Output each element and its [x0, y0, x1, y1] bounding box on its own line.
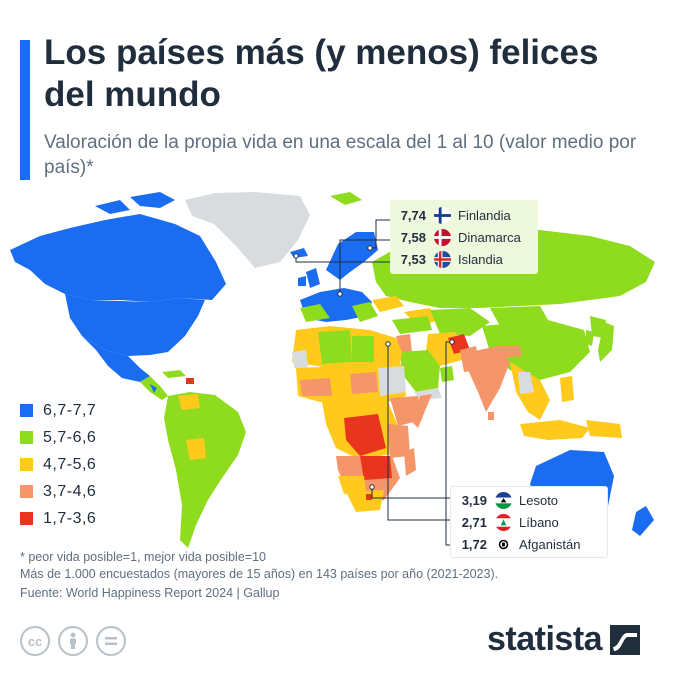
japan — [598, 322, 614, 362]
south-africa — [346, 490, 384, 512]
statista-mark-icon — [610, 624, 641, 655]
footnote-sample: Más de 1.000 encuestados (mayores de 15 … — [20, 567, 499, 581]
congo-drc — [344, 414, 386, 456]
legend-label: 5,7-6,6 — [43, 428, 97, 446]
legend-swatch — [20, 512, 33, 525]
footnote-scale: * peor vida posible=1, mejor vida posibl… — [20, 550, 266, 564]
callout-row: 7,58 Dinamarca — [390, 226, 538, 248]
legend-swatch — [20, 458, 33, 471]
callout-row: 3,19 Lesoto — [451, 489, 607, 511]
peru — [166, 418, 186, 450]
denmark-flag-icon — [434, 228, 451, 246]
sudan — [378, 366, 406, 396]
legend-label: 4,7-5,6 — [43, 455, 97, 473]
lebanon-flag-icon — [495, 513, 512, 531]
algeria — [318, 330, 352, 364]
south-america — [164, 392, 246, 548]
source-line: Fuente: World Happiness Report 2024 | Ga… — [20, 586, 280, 600]
saudi-arabia — [400, 350, 440, 392]
country-name: Finlandia — [458, 207, 511, 223]
country-name: Dinamarca — [458, 229, 521, 245]
arctic-islands — [130, 192, 175, 208]
title-accent-bar — [20, 40, 30, 180]
legend-label: 3,7-4,6 — [43, 482, 97, 500]
unhappiest-callout: 3,19 Lesoto 2,71 Líbano 1,72 Afganistán — [450, 486, 608, 558]
score-value: 1,72 — [461, 536, 487, 552]
legend-label: 1,7-3,6 — [43, 509, 97, 527]
indonesia — [520, 420, 590, 440]
new-zealand — [632, 506, 654, 536]
libya — [352, 336, 374, 362]
score-value: 2,71 — [461, 514, 487, 530]
iceland — [290, 248, 308, 258]
canada-alaska — [10, 214, 226, 302]
afghanistan-flag-icon — [495, 535, 512, 553]
bolivia — [186, 438, 206, 460]
license-icons: cc — [20, 626, 134, 656]
legend-item: 6,7-7,7 — [20, 397, 96, 424]
cc-icon[interactable]: cc — [20, 626, 50, 656]
score-value: 3,19 — [461, 492, 487, 508]
central-asia — [430, 308, 490, 336]
legend: 6,7-7,7 5,7-6,6 4,7-5,6 3,7-4,6 1,7-3,6 — [20, 397, 96, 532]
score-value: 7,58 — [400, 229, 426, 245]
statista-logo[interactable]: statista — [487, 620, 641, 659]
no-derivatives-icon[interactable] — [96, 626, 126, 656]
footnotes: * peor vida posible=1, mejor vida posibl… — [20, 549, 498, 602]
connector-dots — [293, 245, 455, 490]
happiest-callout: 7,74 Finlandia 7,58 Dinamarca 7,53 Islan… — [390, 200, 538, 274]
scandinavia — [326, 232, 378, 280]
philippines — [560, 376, 574, 402]
west-sahara — [292, 350, 308, 368]
callout-row: 7,74 Finlandia — [390, 204, 538, 226]
legend-item: 4,7-5,6 — [20, 451, 96, 478]
zambia-zimbabwe — [360, 456, 392, 480]
page-title: Los países más (y menos) felices del mun… — [44, 33, 599, 114]
country-name: Islandia — [458, 251, 503, 267]
legend-swatch — [20, 485, 33, 498]
namibia-botswana — [338, 476, 366, 494]
callout-row: 1,72 Afganistán — [451, 533, 607, 555]
legend-label: 6,7-7,7 — [43, 401, 97, 419]
india — [468, 346, 510, 412]
mexico — [82, 336, 150, 382]
lesotho-flag-icon — [495, 491, 512, 509]
sahel-orange — [300, 378, 332, 396]
china — [482, 320, 590, 380]
legend-item: 1,7-3,6 — [20, 505, 96, 532]
finland-flag-icon — [434, 206, 451, 224]
venezuela — [178, 394, 200, 410]
legend-swatch — [20, 431, 33, 444]
score-value: 7,74 — [400, 207, 426, 223]
east-africa — [388, 424, 410, 458]
page-subtitle: Valoración de la propia vida en una esca… — [44, 132, 637, 178]
madagascar — [404, 448, 416, 476]
somalia — [412, 394, 432, 428]
country-name: Lesoto — [519, 492, 559, 508]
brand-name: statista — [487, 620, 603, 658]
country-name: Afganistán — [519, 536, 581, 552]
callout-row: 2,71 Líbano — [451, 511, 607, 533]
ukraine — [372, 296, 404, 312]
usa — [65, 294, 205, 356]
legend-item: 5,7-6,6 — [20, 424, 96, 451]
mongolia — [490, 306, 548, 326]
lesotho — [366, 494, 372, 500]
iceland-flag-icon — [434, 250, 451, 268]
attribution-icon[interactable] — [58, 626, 88, 656]
greenland — [185, 192, 310, 268]
country-name: Líbano — [519, 514, 559, 530]
score-value: 7,53 — [400, 251, 426, 267]
legend-swatch — [20, 404, 33, 417]
callout-row: 7,53 Islandia — [390, 248, 538, 270]
turkey — [392, 316, 432, 334]
legend-item: 3,7-4,6 — [20, 478, 96, 505]
